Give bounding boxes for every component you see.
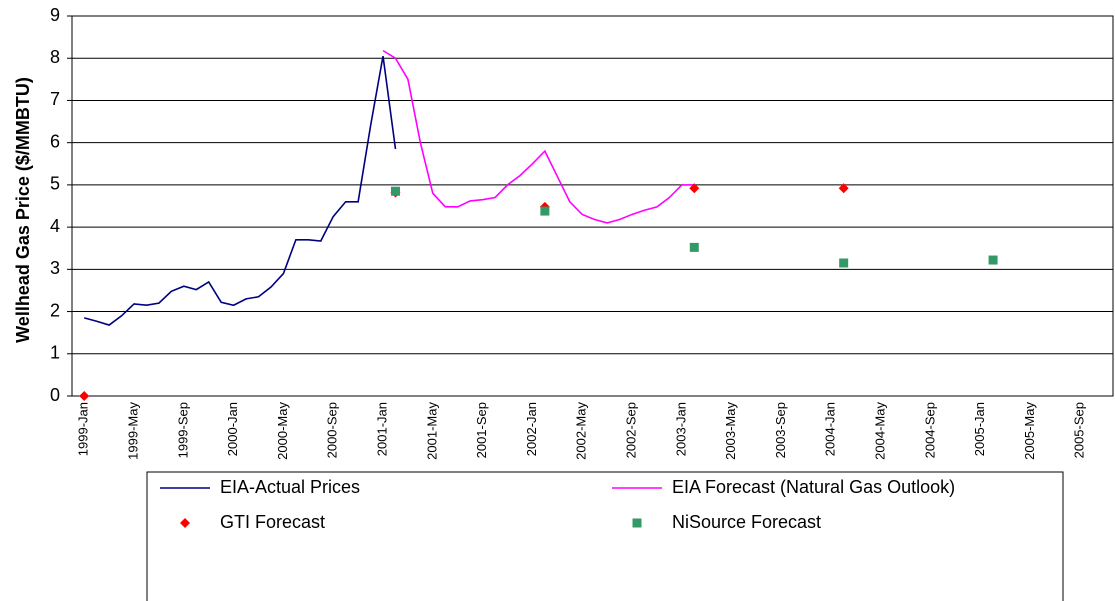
x-tick-label: 1999-Jan (76, 402, 91, 456)
x-tick-label: 2005-Jan (972, 402, 987, 456)
y-tick-label: 7 (50, 89, 60, 109)
legend-box (146, 471, 1064, 601)
y-tick-label: 0 (50, 385, 60, 405)
x-tick-label: 2002-May (574, 402, 589, 460)
x-tick-label: 2003-Sep (773, 402, 788, 458)
x-tick-label: 2004-Sep (922, 402, 937, 458)
legend-swatch (632, 518, 642, 528)
x-tick-label: 2001-Sep (474, 402, 489, 458)
legend-swatch (180, 518, 190, 528)
square-marker (689, 242, 699, 252)
y-tick-label: 6 (50, 131, 60, 151)
legend-label: NiSource Forecast (672, 512, 821, 532)
square-marker (390, 186, 400, 196)
x-tick-label: 2002-Jan (524, 402, 539, 456)
diamond-marker (838, 183, 849, 194)
x-tick-label: 2000-Jan (225, 402, 240, 456)
x-tick-label: 2005-Sep (1072, 402, 1087, 458)
x-tick-label: 1999-May (125, 402, 140, 460)
x-tick-label: 2004-Jan (823, 402, 838, 456)
diamond-marker (79, 391, 90, 401)
x-tick-label: 2001-Jan (374, 402, 389, 456)
x-tick-label: 2000-Sep (325, 402, 340, 458)
line-series (84, 55, 397, 326)
y-tick-label: 8 (50, 47, 60, 67)
square-marker (839, 258, 849, 268)
x-tick-label: 2001-May (424, 402, 439, 460)
y-tick-label: 3 (50, 258, 60, 278)
x-tick-label: 2003-May (723, 402, 738, 460)
x-tick-label: 2004-May (872, 402, 887, 460)
diamond-marker (689, 183, 700, 194)
square-marker (988, 255, 998, 265)
y-axis-label: Wellhead Gas Price ($/MMBTU) (13, 77, 33, 343)
x-tick-label: 2000-May (275, 402, 290, 460)
legend-label: EIA-Actual Prices (220, 477, 360, 497)
square-marker (540, 206, 550, 216)
legend-label: GTI Forecast (220, 512, 325, 532)
y-tick-label: 4 (50, 216, 60, 236)
y-tick-label: 1 (50, 343, 60, 363)
legend-label: EIA Forecast (Natural Gas Outlook) (672, 477, 955, 497)
y-tick-label: 9 (50, 5, 60, 25)
x-tick-label: 2002-Sep (623, 402, 638, 458)
line-series (382, 49, 695, 224)
x-tick-label: 2005-May (1022, 402, 1037, 460)
y-tick-label: 5 (50, 174, 60, 194)
x-tick-label: 1999-Sep (175, 402, 190, 458)
x-tick-label: 2003-Jan (673, 402, 688, 456)
y-tick-label: 2 (50, 300, 60, 320)
